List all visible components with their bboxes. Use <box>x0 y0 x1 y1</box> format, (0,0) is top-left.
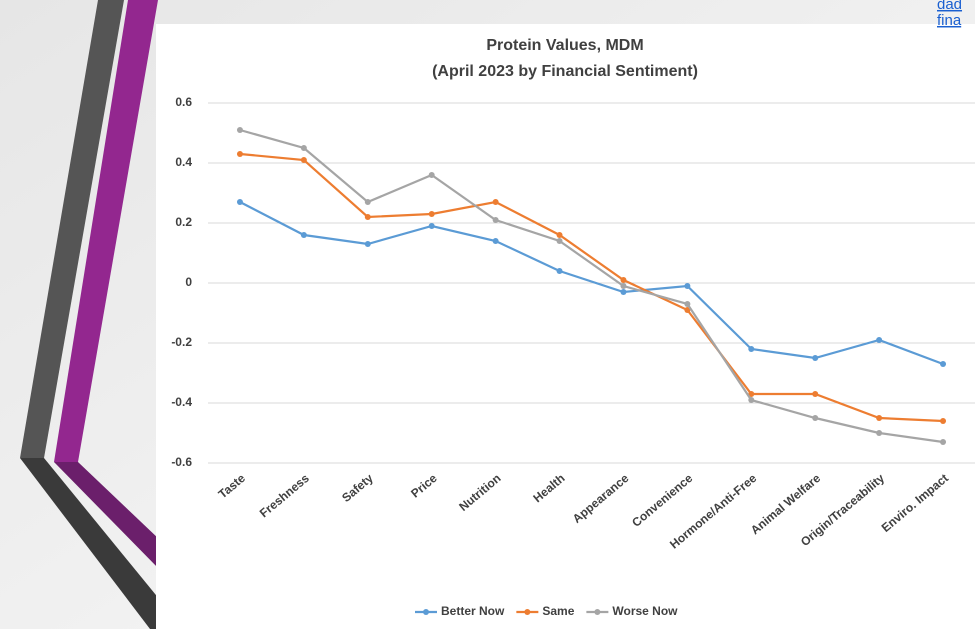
data-point <box>876 337 883 343</box>
data-point <box>364 241 371 247</box>
data-point <box>492 199 499 205</box>
data-point <box>364 199 371 205</box>
data-point <box>556 232 563 238</box>
y-tick-label: -0.4 <box>171 395 192 409</box>
data-point <box>556 238 563 244</box>
series-line <box>239 128 944 444</box>
data-point <box>556 268 563 274</box>
chart-title: Protein Values, MDM <box>486 37 643 54</box>
y-tick-label: 0.6 <box>175 95 192 109</box>
link-text[interactable]: fina <box>937 12 962 29</box>
data-point <box>300 157 307 163</box>
y-tick-label: 0.2 <box>175 215 192 229</box>
data-point <box>812 391 819 397</box>
data-point <box>940 439 947 445</box>
legend-marker <box>524 609 531 615</box>
stripe-grey <box>20 0 124 458</box>
y-tick-label: -0.6 <box>171 455 192 469</box>
data-point <box>812 415 819 421</box>
series-line <box>239 152 944 423</box>
data-point <box>364 214 371 220</box>
data-point <box>684 307 691 313</box>
data-point <box>876 415 883 421</box>
data-point <box>492 238 499 244</box>
data-point <box>748 346 755 352</box>
data-point <box>748 397 755 403</box>
data-point <box>940 418 947 424</box>
data-point <box>620 283 627 289</box>
legend-label: Better Now <box>441 604 505 618</box>
legend-marker <box>423 609 429 615</box>
data-point <box>236 127 243 133</box>
stripe-purple <box>54 0 158 462</box>
legend-marker <box>594 609 601 615</box>
data-point <box>620 289 627 295</box>
data-point <box>684 283 691 289</box>
data-point <box>300 145 307 151</box>
data-point <box>300 232 307 238</box>
stripe-dark-purple <box>54 462 160 570</box>
legend-label: Worse Now <box>612 604 678 618</box>
data-point <box>236 199 243 205</box>
data-point <box>428 172 435 178</box>
data-point <box>940 361 947 367</box>
data-point <box>236 151 243 157</box>
data-point <box>428 211 435 217</box>
stripe-dark <box>20 458 160 629</box>
chart-subtitle: (April 2023 by Financial Sentiment) <box>432 63 698 80</box>
chart-panel <box>156 24 975 629</box>
y-tick-label: 0.4 <box>175 155 192 169</box>
data-point <box>620 277 627 283</box>
data-point <box>428 223 435 229</box>
y-tick-label: 0 <box>185 275 192 289</box>
data-point <box>812 355 819 361</box>
data-point <box>492 217 499 223</box>
data-point <box>748 391 755 397</box>
legend-label: Same <box>542 604 574 618</box>
data-point <box>684 301 691 307</box>
data-point <box>876 430 883 436</box>
link-text[interactable]: dad <box>937 0 962 13</box>
series-line <box>239 201 944 366</box>
y-tick-label: -0.2 <box>171 335 192 349</box>
